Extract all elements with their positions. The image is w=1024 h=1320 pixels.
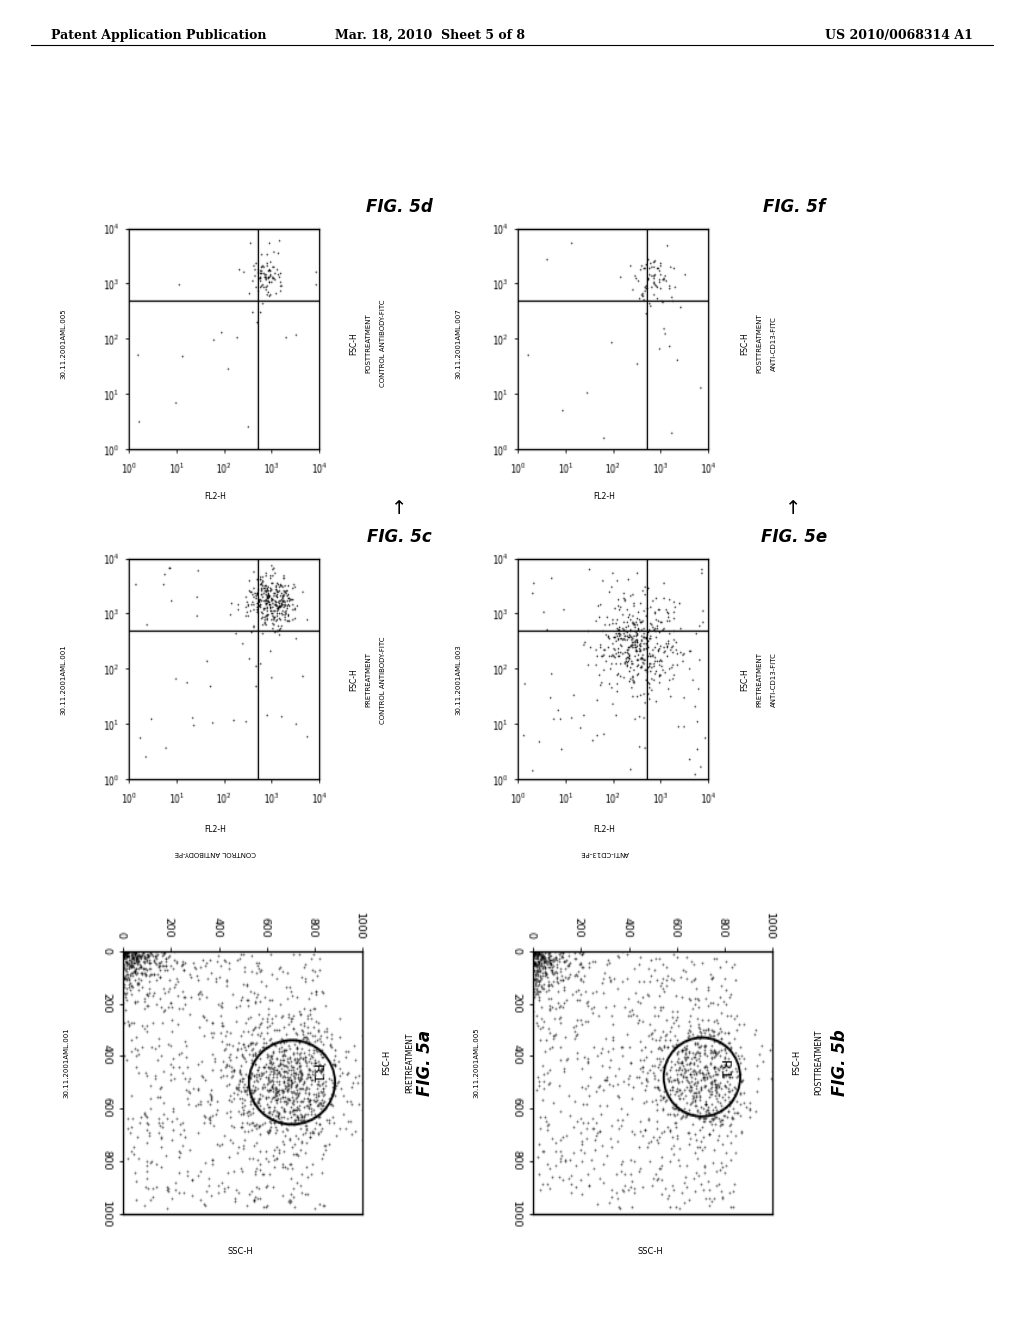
Text: PRETREATMENT: PRETREATMENT — [757, 652, 763, 708]
Text: 30.11.2001AML.005: 30.11.2001AML.005 — [473, 1027, 479, 1098]
Text: ↑: ↑ — [391, 499, 408, 517]
Text: ANTI-CD13-FITC: ANTI-CD13-FITC — [771, 652, 777, 708]
Text: FIG. 5d: FIG. 5d — [366, 198, 433, 216]
Text: FL2-H: FL2-H — [204, 825, 226, 834]
Text: FSC-H: FSC-H — [349, 331, 357, 355]
Text: FSC-H: FSC-H — [793, 1049, 801, 1076]
Text: FL2-H: FL2-H — [593, 492, 615, 502]
Text: FSC-H: FSC-H — [740, 331, 749, 355]
Text: FIG. 5c: FIG. 5c — [367, 528, 432, 546]
Text: Patent Application Publication: Patent Application Publication — [51, 29, 266, 42]
Text: 30.11.2001AML.001: 30.11.2001AML.001 — [63, 1027, 70, 1098]
Text: 30.11.2001AML.003: 30.11.2001AML.003 — [456, 644, 462, 715]
Text: 30.11.2001AML.007: 30.11.2001AML.007 — [456, 308, 462, 379]
Text: POSTTREATMENT: POSTTREATMENT — [366, 313, 372, 374]
Text: POSTTREATMENT: POSTTREATMENT — [757, 313, 763, 374]
Text: ↑: ↑ — [785, 499, 802, 517]
Text: 30.11.2001AML.001: 30.11.2001AML.001 — [60, 644, 67, 715]
Text: FIG. 5b: FIG. 5b — [830, 1030, 849, 1096]
Text: FL2-H: FL2-H — [593, 825, 615, 834]
Text: ANTI-CD13-PE: ANTI-CD13-PE — [580, 850, 629, 857]
Text: FIG. 5f: FIG. 5f — [763, 198, 824, 216]
Text: FL2-H: FL2-H — [204, 492, 226, 502]
Text: ANTI-CD13-FITC: ANTI-CD13-FITC — [771, 315, 777, 371]
Text: CONTROL ANTIBODY-FITC: CONTROL ANTIBODY-FITC — [380, 300, 386, 387]
Text: FSC-H: FSC-H — [383, 1049, 391, 1076]
Text: 30.11.2001AML.005: 30.11.2001AML.005 — [60, 308, 67, 379]
Text: POSTTREATMENT: POSTTREATMENT — [815, 1030, 823, 1096]
Text: FIG. 5a: FIG. 5a — [416, 1030, 434, 1096]
Text: FIG. 5e: FIG. 5e — [761, 528, 826, 546]
Text: US 2010/0068314 A1: US 2010/0068314 A1 — [825, 29, 973, 42]
Text: Mar. 18, 2010  Sheet 5 of 8: Mar. 18, 2010 Sheet 5 of 8 — [335, 29, 525, 42]
Text: PRETREATMENT: PRETREATMENT — [366, 652, 372, 708]
Text: SSC-H: SSC-H — [637, 1247, 664, 1257]
Text: SSC-H: SSC-H — [227, 1247, 254, 1257]
Text: FSC-H: FSC-H — [349, 668, 357, 692]
Text: PRETREATMENT: PRETREATMENT — [406, 1032, 414, 1093]
Text: CONTROL ANTIBODY-FITC: CONTROL ANTIBODY-FITC — [380, 636, 386, 723]
Text: FSC-H: FSC-H — [740, 668, 749, 692]
Text: CONTROL ANTIBODY-PE: CONTROL ANTIBODY-PE — [174, 850, 256, 857]
